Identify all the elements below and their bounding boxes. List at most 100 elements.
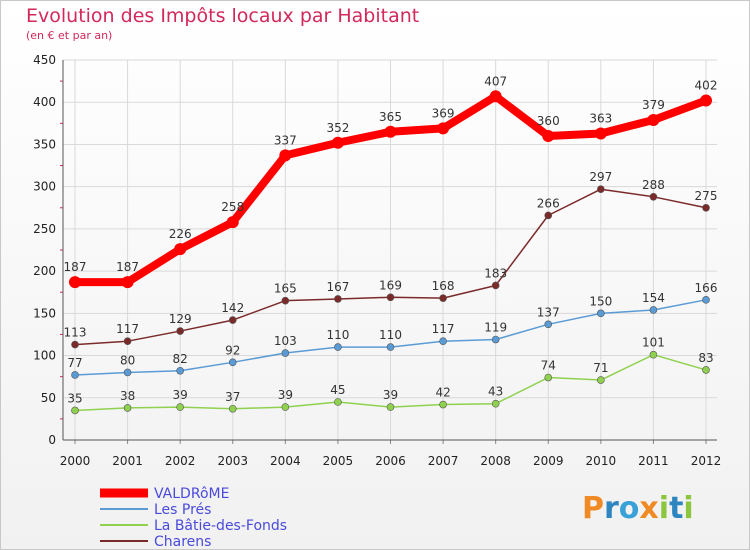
data-point <box>649 193 658 201</box>
data-label: 166 <box>695 281 718 295</box>
data-label: 407 <box>484 74 507 88</box>
data-label: 226 <box>169 227 192 241</box>
legend-label: Les Prés <box>154 502 211 518</box>
x-tick-label: 2003 <box>217 454 248 468</box>
data-point <box>123 337 132 346</box>
data-point <box>121 276 134 289</box>
data-label: 39 <box>278 388 293 402</box>
data-point <box>384 125 397 138</box>
data-label: 42 <box>435 386 450 400</box>
legend-label: Charens <box>154 534 211 550</box>
data-label: 101 <box>642 336 665 350</box>
y-tick-label: 0 <box>48 433 56 447</box>
data-label: 38 <box>120 389 135 403</box>
data-label: 39 <box>383 388 398 402</box>
data-point <box>439 294 447 302</box>
data-point <box>386 403 395 411</box>
x-tick-label: 2007 <box>428 454 459 468</box>
data-point <box>279 149 292 162</box>
y-tick-label: 50 <box>41 391 56 405</box>
data-point <box>386 293 395 302</box>
data-label: 103 <box>274 334 297 348</box>
x-tick-label: 2008 <box>480 454 511 468</box>
data-point <box>542 130 555 142</box>
data-label: 360 <box>537 114 560 128</box>
data-point <box>702 203 710 212</box>
x-tick-label: 2001 <box>112 454 143 468</box>
data-point <box>649 350 658 359</box>
data-point <box>437 122 450 135</box>
data-label: 150 <box>589 294 612 308</box>
data-label: 142 <box>221 301 244 315</box>
data-point <box>386 343 395 351</box>
data-label: 80 <box>120 353 135 367</box>
data-label: 82 <box>173 352 188 366</box>
proxiti-logo: Proxiti <box>582 491 694 526</box>
data-label: 119 <box>484 321 507 335</box>
data-point <box>334 295 342 303</box>
data-label: 117 <box>116 322 139 336</box>
data-point <box>702 296 710 304</box>
data-label: 71 <box>593 361 608 375</box>
data-label: 165 <box>274 282 297 296</box>
data-point <box>439 400 447 409</box>
x-tick-label: 2000 <box>60 454 91 468</box>
data-point <box>71 340 79 349</box>
x-tick-label: 2009 <box>533 454 564 468</box>
y-tick-label: 200 <box>33 264 56 278</box>
data-point <box>174 243 187 256</box>
data-label: 35 <box>67 391 82 405</box>
x-tick-label: 2002 <box>165 454 196 468</box>
data-point <box>491 399 500 408</box>
data-point <box>647 113 660 126</box>
data-label: 266 <box>537 196 560 210</box>
data-label: 117 <box>432 322 455 336</box>
data-label: 83 <box>698 351 713 365</box>
data-point <box>71 371 79 379</box>
data-label: 183 <box>484 266 507 280</box>
data-point <box>228 358 237 367</box>
data-label: 137 <box>537 305 560 319</box>
data-point <box>491 281 500 290</box>
data-label: 110 <box>379 328 402 342</box>
y-tick-label: 100 <box>33 349 56 363</box>
data-label: 187 <box>116 260 139 274</box>
data-point <box>491 335 500 344</box>
data-point <box>439 337 447 346</box>
data-point <box>544 373 553 382</box>
x-tick-label: 2006 <box>375 454 406 468</box>
data-point <box>597 376 605 384</box>
y-tick-label: 250 <box>33 222 56 236</box>
data-label: 337 <box>274 133 297 147</box>
x-tick-label: 2005 <box>323 454 354 468</box>
data-point <box>281 403 290 411</box>
x-tick-label: 2010 <box>586 454 617 468</box>
y-tick-label: 300 <box>33 180 56 194</box>
y-tick-label: 450 <box>33 53 56 67</box>
data-point <box>544 320 553 329</box>
data-label: 113 <box>64 326 87 340</box>
data-point <box>700 94 712 107</box>
data-point <box>123 368 132 377</box>
chart-subtitle: (en € et par an) <box>26 29 112 42</box>
legend-label: VALDRôME <box>154 486 229 502</box>
data-label: 379 <box>642 98 665 112</box>
data-point <box>281 296 290 305</box>
data-label: 363 <box>589 111 612 125</box>
svg-text:Proxiti: Proxiti <box>582 491 694 526</box>
data-point <box>544 211 553 220</box>
data-point <box>489 90 502 103</box>
x-tick-label: 2004 <box>270 454 301 468</box>
y-tick-label: 150 <box>33 306 56 320</box>
data-label: 167 <box>326 280 349 294</box>
data-point <box>71 406 79 415</box>
data-label: 77 <box>67 356 82 370</box>
data-label: 369 <box>432 106 455 120</box>
data-point <box>597 309 605 318</box>
y-tick-label: 400 <box>33 95 56 109</box>
data-label: 275 <box>695 189 718 203</box>
data-label: 258 <box>221 200 244 214</box>
data-label: 352 <box>326 121 349 135</box>
